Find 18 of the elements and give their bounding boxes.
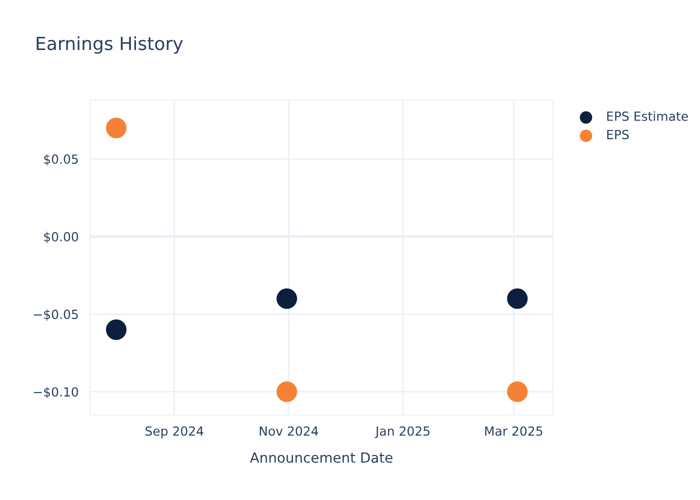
y-tick-label: $0.05: [44, 154, 78, 166]
y-tick-label: −$0.05: [34, 309, 78, 321]
point: [507, 288, 528, 309]
point: [276, 381, 298, 402]
point: [106, 319, 127, 340]
point: [507, 381, 528, 402]
y-tick-label: −$0.10: [34, 386, 78, 398]
x-axis-title: Announcement Date: [250, 452, 392, 463]
legend-label: EPS: [607, 130, 629, 140]
point: [106, 118, 127, 138]
point: [276, 288, 298, 309]
x-tick-label: Sep 2024: [146, 426, 204, 438]
x-tick-label: Jan 2025: [374, 426, 430, 438]
chart-title: Earnings History: [36, 36, 183, 54]
x-tick-label: Nov 2024: [260, 426, 318, 436]
y-tick-label: $0.00: [44, 232, 78, 244]
legend-label: EPS Estimate: [607, 111, 688, 121]
x-tick-label: Mar 2025: [485, 426, 542, 436]
